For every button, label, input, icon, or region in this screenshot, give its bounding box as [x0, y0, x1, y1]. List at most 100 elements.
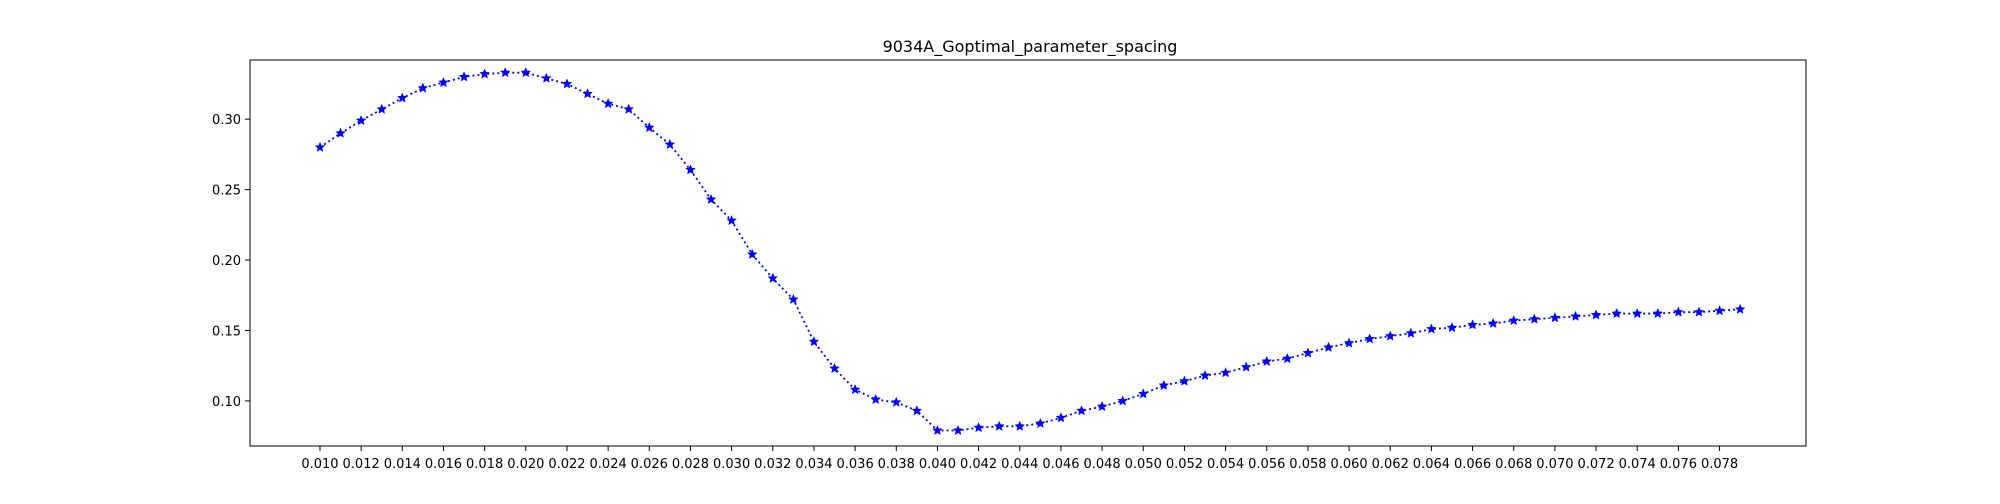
- data-point-marker: [870, 393, 882, 405]
- x-tick-label: 0.030: [713, 457, 750, 472]
- x-tick-label: 0.072: [1577, 457, 1614, 472]
- data-point-marker: [1364, 333, 1376, 344]
- data-point-marker: [829, 362, 840, 374]
- x-tick-label: 0.018: [466, 457, 503, 472]
- data-point-marker: [1261, 355, 1273, 367]
- data-point-marker: [623, 103, 635, 114]
- data-point-marker: [685, 164, 696, 175]
- data-point-marker: [1611, 307, 1623, 319]
- data-point-marker: [479, 68, 491, 79]
- data-point-marker: [1673, 306, 1684, 317]
- x-tick-label: 0.042: [960, 457, 997, 472]
- data-point-marker: [1426, 323, 1437, 334]
- x-tick-label: 0.010: [301, 457, 338, 472]
- x-tick-label: 0.050: [1125, 457, 1162, 472]
- data-point-marker: [376, 103, 388, 114]
- data-point-marker: [1343, 337, 1355, 348]
- x-tick-label: 0.074: [1619, 457, 1656, 472]
- data-point-marker: [1652, 307, 1664, 319]
- x-tick-label: 0.078: [1701, 457, 1738, 472]
- data-point-marker: [1199, 369, 1211, 381]
- x-tick-label: 0.014: [384, 457, 421, 472]
- x-tick-label: 0.040: [919, 457, 956, 472]
- data-point-marker: [787, 293, 799, 305]
- data-point-marker: [1076, 405, 1087, 416]
- data-point-marker: [849, 383, 861, 395]
- x-tick-label: 0.026: [631, 457, 668, 472]
- x-tick-label: 0.038: [878, 457, 915, 472]
- x-tick-label: 0.024: [590, 457, 627, 472]
- data-point-marker: [417, 82, 429, 93]
- data-point-marker: [1693, 306, 1705, 317]
- y-tick-label: 0.10: [212, 395, 241, 410]
- y-tick-label: 0.15: [212, 324, 241, 339]
- data-point-marker: [499, 67, 511, 78]
- y-tick-label: 0.25: [212, 184, 241, 199]
- data-point-marker: [1323, 341, 1334, 352]
- data-point-marker: [1631, 307, 1643, 319]
- data-point-marker: [973, 422, 984, 433]
- data-point-marker: [1467, 319, 1478, 330]
- x-tick-label: 0.066: [1454, 457, 1491, 472]
- data-point-marker: [643, 121, 655, 133]
- data-point-marker: [746, 248, 758, 259]
- data-point-marker: [1734, 303, 1746, 314]
- x-tick-label: 0.036: [837, 457, 874, 472]
- x-tick-label: 0.020: [507, 457, 544, 472]
- x-tick-label: 0.058: [1289, 457, 1326, 472]
- data-point-marker: [1590, 309, 1602, 320]
- data-point-marker: [911, 405, 923, 416]
- x-tick-label: 0.044: [1001, 457, 1038, 472]
- x-tick-label: 0.076: [1660, 457, 1697, 472]
- x-tick-label: 0.022: [548, 457, 585, 472]
- x-tick-label: 0.048: [1083, 457, 1120, 472]
- x-tick-label: 0.056: [1248, 457, 1285, 472]
- x-tick-label: 0.062: [1372, 457, 1409, 472]
- data-point-marker: [705, 193, 717, 205]
- x-tick-label: 0.060: [1330, 457, 1367, 472]
- data-point-marker: [1014, 420, 1026, 431]
- data-point-marker: [1508, 314, 1520, 326]
- x-tick-label: 0.046: [1042, 457, 1079, 472]
- axes-frame: [249, 59, 1807, 447]
- data-point-marker: [808, 336, 820, 347]
- data-point-marker: [314, 141, 326, 152]
- data-point-marker: [1240, 361, 1252, 372]
- x-tick-label: 0.028: [672, 457, 709, 472]
- x-tick-label: 0.070: [1536, 457, 1573, 472]
- x-tick-label: 0.034: [795, 457, 832, 472]
- data-point-marker: [1487, 317, 1499, 329]
- data-point-marker: [1096, 400, 1108, 412]
- data-point-marker: [561, 78, 573, 89]
- data-point-marker: [1446, 321, 1458, 333]
- data-point-marker: [1179, 375, 1190, 386]
- x-tick-label: 0.052: [1166, 457, 1203, 472]
- data-point-marker: [664, 138, 676, 150]
- data-point-marker: [952, 424, 964, 436]
- data-point-marker: [540, 72, 552, 83]
- data-point-marker: [993, 420, 1005, 431]
- data-point-marker: [1528, 313, 1540, 324]
- x-tick-label: 0.064: [1413, 457, 1450, 472]
- plot-area: [314, 67, 1746, 436]
- data-point-marker: [1158, 379, 1170, 391]
- data-point-marker: [355, 114, 367, 126]
- data-point-marker: [1055, 412, 1067, 423]
- y-tick-label: 0.20: [212, 254, 241, 269]
- data-point-marker: [458, 71, 470, 82]
- data-point-marker: [1714, 305, 1725, 316]
- data-point-marker: [932, 424, 943, 436]
- data-point-marker: [1137, 388, 1149, 399]
- data-point-marker: [1570, 310, 1581, 321]
- data-point-marker: [726, 214, 738, 226]
- data-point-marker: [582, 88, 593, 99]
- y-axis: 0.10 0.15 0.20 0.25 0.30: [212, 113, 250, 410]
- data-point-marker: [1549, 312, 1561, 323]
- data-point-marker: [520, 67, 532, 78]
- x-tick-label: 0.012: [343, 457, 380, 472]
- series-line: [319, 71, 1741, 432]
- x-tick-label: 0.032: [754, 457, 791, 472]
- x-axis: 0.010 0.012 0.014 0.016 0.018 0.020 0.022 0.024…: [301, 446, 1738, 472]
- data-point-marker: [1034, 417, 1046, 429]
